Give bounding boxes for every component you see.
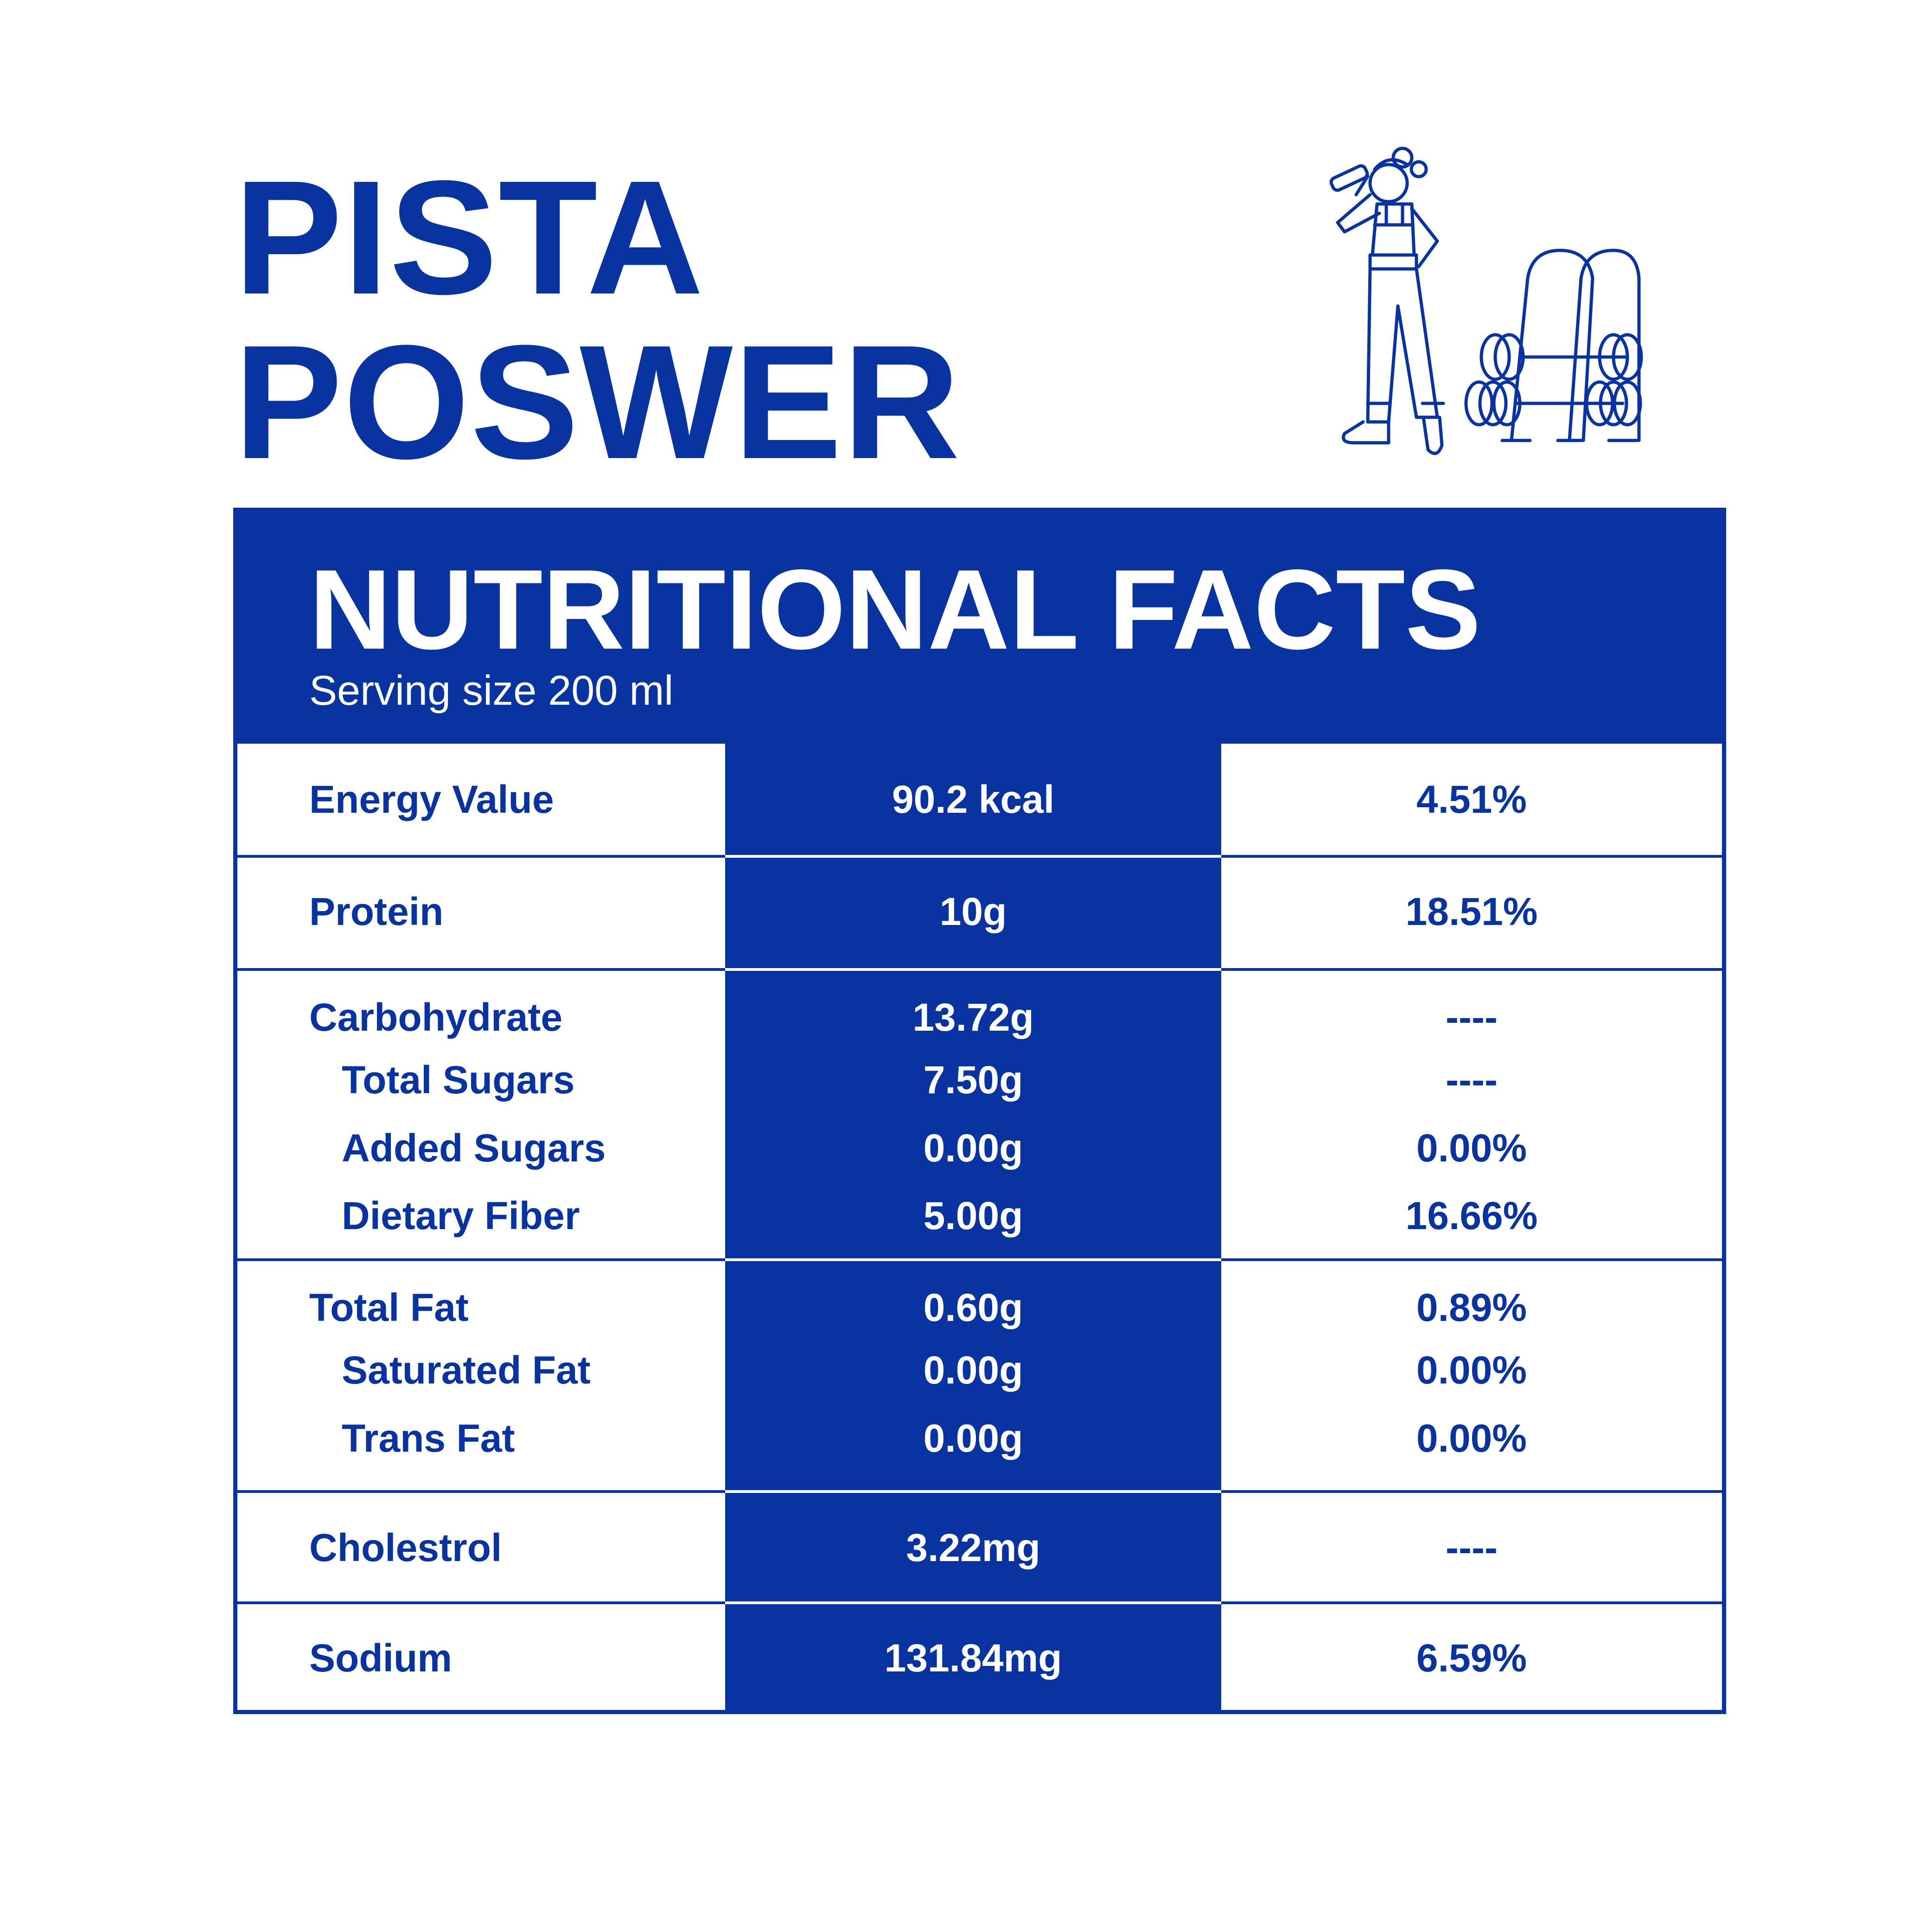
nutrient-amount: 90.2 kcal xyxy=(892,778,1055,821)
nutrient-daily-value: ---- xyxy=(1446,1058,1498,1102)
nutrient-amount: 3.22mg xyxy=(906,1526,1040,1569)
nutrient-daily-value: 4.51% xyxy=(1416,778,1527,821)
nutrient-daily-value: 0.00% xyxy=(1416,1416,1527,1460)
nutrient-name: Trans Fat xyxy=(342,1416,515,1460)
table-row-total-fat: Total Fat 0.60g 0.89% Saturated Fat 0.00… xyxy=(237,1258,1722,1490)
nutrient-daily-value: 0.89% xyxy=(1416,1286,1527,1329)
nutrient-name: Protein xyxy=(309,890,444,933)
nutrient-name: Dietary Fiber xyxy=(342,1194,580,1237)
nutrition-header: NUTRITIONAL FACTS Serving size 200 ml xyxy=(237,512,1722,744)
table-row-carbohydrate: Carbohydrate 13.72g ---- Total Sugars 7.… xyxy=(237,968,1722,1258)
nutrient-amount: 0.00g xyxy=(923,1416,1023,1460)
row-divider xyxy=(725,968,1221,971)
nutrient-amount: 131.84mg xyxy=(884,1636,1062,1680)
nutrient-daily-value: 18.51% xyxy=(1405,890,1538,933)
nutrient-daily-value: 16.66% xyxy=(1405,1194,1538,1237)
nutrient-name: Added Sugars xyxy=(342,1126,606,1170)
nutrient-daily-value: ---- xyxy=(1446,1526,1498,1569)
nutrient-name: Carbohydrate xyxy=(309,995,563,1039)
row-divider xyxy=(725,1258,1221,1261)
nutrient-amount: 0.00g xyxy=(923,1126,1023,1170)
row-divider xyxy=(725,1490,1221,1493)
nutrient-amount: 5.00g xyxy=(923,1194,1023,1237)
row-divider xyxy=(725,1601,1221,1604)
nutrient-daily-value: 6.59% xyxy=(1416,1636,1527,1680)
table-row-protein: Protein 10g 18.51% xyxy=(237,855,1722,968)
nutrient-amount: 0.00g xyxy=(923,1348,1023,1392)
table-row-energy: Energy Value 90.2 kcal 4.51% xyxy=(237,744,1722,855)
fitness-woman-illustration-icon xyxy=(1329,147,1643,455)
nutrient-amount: 0.60g xyxy=(923,1286,1023,1329)
nutrient-daily-value: 0.00% xyxy=(1416,1348,1527,1392)
nutrient-name: Total Sugars xyxy=(342,1058,575,1102)
row-divider xyxy=(725,855,1221,858)
nutrient-name: Total Fat xyxy=(309,1286,469,1329)
table-row-sodium: Sodium 131.84mg 6.59% xyxy=(237,1601,1722,1710)
nutrient-amount: 10g xyxy=(939,890,1007,933)
serving-size: Serving size 200 ml xyxy=(309,668,674,714)
table-row-cholestrol: Cholestrol 3.22mg ---- xyxy=(237,1490,1722,1601)
product-title: PISTA POSWER xyxy=(234,155,961,485)
amount-column-background xyxy=(725,744,1221,1710)
nutrition-facts-panel: NUTRITIONAL FACTS Serving size 200 ml En… xyxy=(233,508,1726,1714)
product-title-line-1: PISTA xyxy=(234,147,705,328)
nutrient-name: Cholestrol xyxy=(309,1526,502,1569)
nutrient-amount: 7.50g xyxy=(923,1058,1023,1102)
nutrient-amount: 13.72g xyxy=(912,995,1034,1039)
product-title-line-2: POSWER xyxy=(234,312,961,493)
nutrient-daily-value: 0.00% xyxy=(1416,1126,1527,1170)
nutrient-name: Saturated Fat xyxy=(342,1348,591,1392)
nutrition-title: NUTRITIONAL FACTS xyxy=(309,546,1481,673)
nutrient-daily-value: ---- xyxy=(1446,995,1498,1039)
nutrient-name: Energy Value xyxy=(309,778,554,821)
nutrient-name: Sodium xyxy=(309,1636,452,1680)
